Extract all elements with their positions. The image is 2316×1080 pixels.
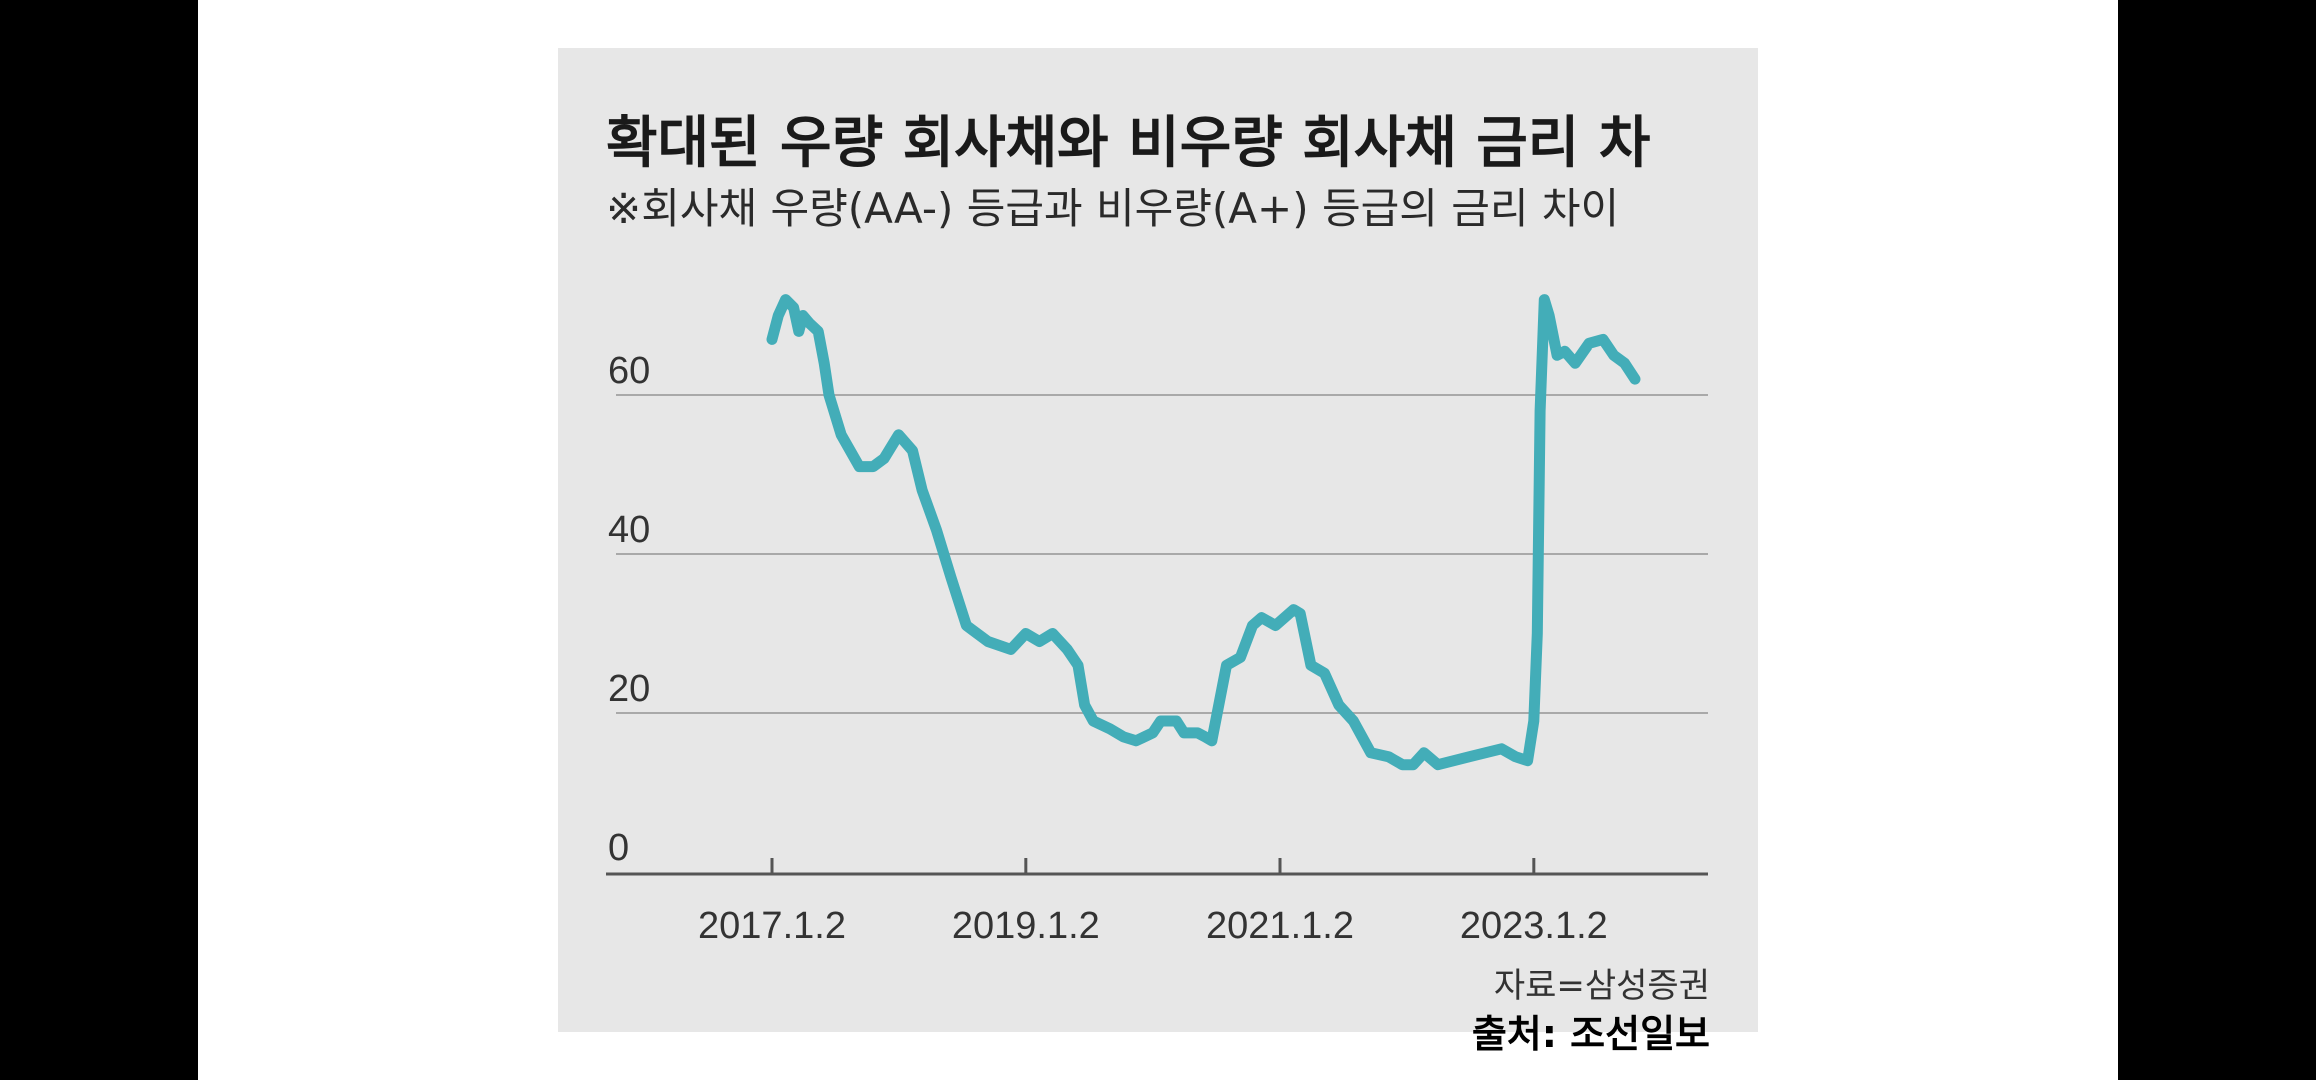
x-tick-label-2021: 2021.1.2 <box>1206 905 1354 947</box>
y-tick-label-60: 60 <box>608 350 650 392</box>
line-chart: 0 20 40 60 2017.1.2 2019.1.2 2021.1.2 2023.1.2 <box>606 294 1708 947</box>
series-line-0 <box>766 294 1641 771</box>
y-tick-label-20: 20 <box>608 668 650 710</box>
credit-label: 출처: 조선일보 <box>1471 1012 1710 1056</box>
chart-card: 확대된 우량 회사채와 비우량 회사채 금리 차 ※회사채 우량(AA-) 등급… <box>558 48 1758 1056</box>
source-label: 자료=삼성증권 <box>1493 966 1710 1006</box>
y-tick-label-0: 0 <box>608 827 629 869</box>
y-tick-label-40: 40 <box>608 509 650 551</box>
x-tick-label-2019: 2019.1.2 <box>952 905 1100 947</box>
x-tick-label-2023: 2023.1.2 <box>1460 905 1608 947</box>
x-tick-label-2017: 2017.1.2 <box>698 905 846 947</box>
chart-subtitle: ※회사채 우량(AA-) 등급과 비우량(A+) 등급의 금리 차이 <box>606 184 1620 233</box>
chart-title: 확대된 우량 회사채와 비우량 회사채 금리 차 <box>606 111 1651 176</box>
